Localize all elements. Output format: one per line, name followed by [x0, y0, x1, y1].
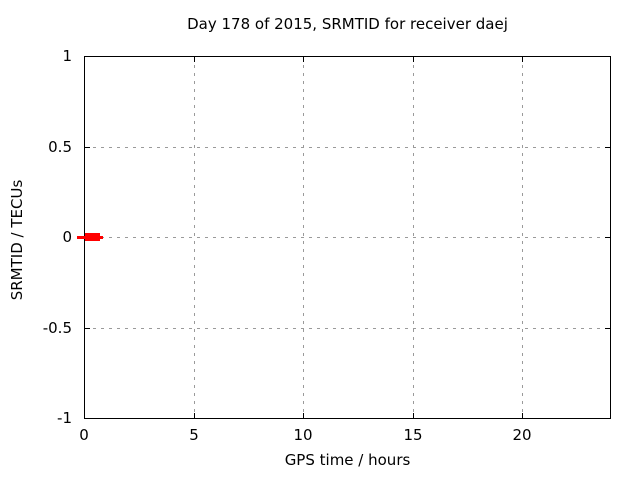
x-tick-label: 15: [403, 426, 423, 444]
y-tick-label: -1: [57, 409, 72, 427]
y-axis-label: SRMTID / TECUs: [8, 179, 26, 301]
x-tick-mark-top: [413, 57, 414, 62]
x-tick-mark-top: [303, 57, 304, 62]
y-gridline: [85, 328, 610, 329]
x-tick-mark-top: [522, 57, 523, 62]
y-tick-mark-left: [85, 56, 90, 57]
y-tick-mark-right: [605, 328, 610, 329]
x-tick-mark-bottom: [194, 413, 195, 418]
y-tick-mark-left: [85, 418, 90, 419]
y-tick-label: -0.5: [42, 319, 72, 337]
x-tick-label: 0: [79, 426, 89, 444]
y-tick-label: 0: [62, 228, 72, 246]
y-gridline: [85, 147, 610, 148]
x-tick-label: 10: [293, 426, 313, 444]
x-tick-label: 20: [512, 426, 532, 444]
x-tick-mark-bottom: [413, 413, 414, 418]
x-tick-mark-bottom: [84, 413, 85, 418]
chart-title: Day 178 of 2015, SRMTID for receiver dae…: [187, 15, 508, 33]
y-tick-label: 0.5: [48, 138, 72, 156]
x-tick-mark-top: [194, 57, 195, 62]
x-tick-mark-bottom: [522, 413, 523, 418]
plot-area: [84, 56, 611, 419]
y-tick-mark-right: [605, 418, 610, 419]
y-tick-mark-right: [605, 56, 610, 57]
y-tick-mark-right: [605, 237, 610, 238]
data-series-thick-segment: [85, 233, 100, 241]
y-tick-label: 1: [62, 47, 72, 65]
x-tick-mark-top: [84, 57, 85, 62]
y-gridline: [85, 237, 610, 238]
y-tick-mark-right: [605, 147, 610, 148]
y-tick-mark-left: [85, 328, 90, 329]
x-tick-label: 5: [189, 426, 199, 444]
y-tick-mark-left: [85, 147, 90, 148]
x-tick-mark-bottom: [303, 413, 304, 418]
x-axis-label: GPS time / hours: [284, 451, 411, 469]
